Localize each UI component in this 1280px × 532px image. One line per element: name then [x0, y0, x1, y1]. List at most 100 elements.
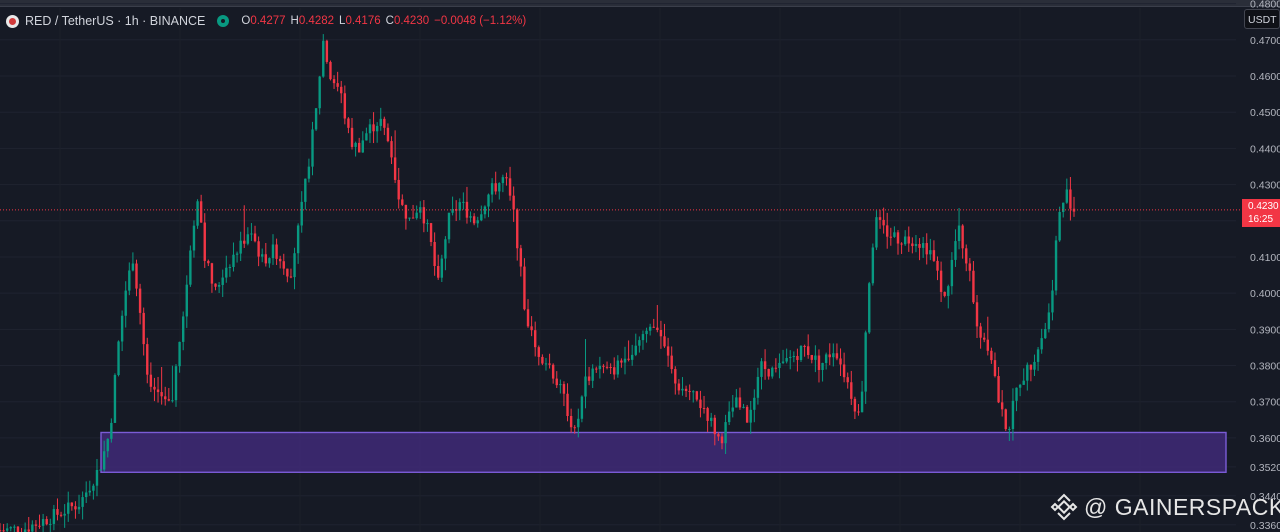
eye-icon[interactable] [217, 15, 230, 27]
low-value: 0.4176 [345, 15, 381, 27]
candle [357, 137, 361, 153]
candle [972, 261, 975, 305]
high-value: 0.4282 [298, 15, 335, 27]
close-value: 0.4230 [393, 15, 430, 27]
candle-body [591, 368, 594, 381]
candle-body [81, 497, 84, 507]
candle [296, 223, 300, 264]
candle [670, 346, 673, 374]
candle [469, 211, 472, 223]
candle-body [1033, 361, 1036, 370]
candle-body [595, 368, 598, 370]
candle [275, 238, 278, 265]
candle-body [138, 288, 142, 313]
candle-body [584, 376, 587, 397]
candle-body [778, 362, 781, 369]
candle [1065, 178, 1069, 204]
candle-body [738, 397, 742, 408]
candle [164, 386, 167, 406]
candle [641, 330, 645, 350]
candle-body [832, 353, 835, 358]
candle-body [23, 529, 27, 532]
candle-body [70, 502, 74, 507]
candle [235, 251, 239, 263]
candle-body [508, 178, 512, 196]
candle [1018, 383, 1022, 397]
candle [832, 343, 835, 367]
candles [0, 34, 1076, 532]
candle [314, 108, 318, 131]
candle-body [199, 201, 203, 223]
candle [530, 316, 533, 337]
open-value: 0.4277 [250, 15, 286, 27]
candle-body [1062, 202, 1065, 213]
candle-body [519, 248, 523, 267]
candle-body [986, 339, 989, 351]
candle [602, 364, 605, 374]
candle-body [534, 330, 537, 348]
candle [361, 131, 364, 153]
candle-body [404, 204, 408, 219]
price-tick-label: 0.4300 [1250, 180, 1280, 192]
candle [720, 433, 724, 450]
candle [340, 80, 343, 104]
currency-selector[interactable]: USDT ⌄ [1244, 9, 1280, 29]
candle-body [1018, 384, 1022, 388]
candle [203, 213, 206, 268]
candle [13, 524, 16, 532]
candle-body [670, 355, 673, 370]
candle [1000, 390, 1004, 417]
candle-body [753, 397, 756, 410]
candle [559, 379, 562, 394]
candle-body [494, 183, 497, 192]
candle-body [156, 389, 160, 393]
candle-body [447, 212, 451, 240]
candle [117, 340, 120, 377]
candle-body [106, 438, 109, 452]
price-tick-label: 0.3520 [1250, 462, 1280, 474]
candle [634, 333, 637, 357]
candle [882, 207, 885, 234]
candle-body [347, 118, 350, 128]
candle [774, 358, 778, 373]
candle [415, 205, 418, 220]
candle-body [99, 469, 102, 471]
symbol-title[interactable]: RED / TetherUS · 1h · BINANCE [25, 14, 206, 28]
candle [135, 259, 138, 297]
candle [408, 217, 411, 221]
candle-body [1011, 400, 1015, 430]
currency-label: USDT [1248, 14, 1277, 26]
candle-body [411, 217, 415, 219]
candle-body [792, 356, 796, 358]
price-tick-label: 0.3700 [1250, 397, 1280, 409]
candle-body [512, 195, 515, 210]
candle-body [868, 283, 871, 333]
candle-body [444, 239, 447, 259]
candle [605, 361, 609, 370]
candle-body [429, 223, 433, 242]
candle-body [56, 509, 59, 515]
candle [839, 348, 842, 376]
candle-body [864, 332, 867, 392]
candle [595, 366, 598, 373]
candle-body [264, 254, 268, 264]
candle-body [325, 40, 329, 62]
candle-body [774, 367, 778, 369]
candle [630, 344, 634, 366]
candle [375, 122, 379, 143]
candle-body [947, 286, 950, 296]
price-tick-label: 0.4400 [1250, 143, 1280, 155]
candle [918, 238, 921, 261]
candle [426, 219, 429, 232]
candle-body [440, 258, 444, 278]
candle-body [142, 312, 145, 345]
candle [487, 193, 490, 218]
candle [954, 229, 957, 267]
candle-body [476, 220, 479, 224]
price-tick-label: 0.3360 [1250, 520, 1280, 532]
candle [347, 117, 350, 134]
candle [2, 523, 5, 532]
candle-body [31, 524, 34, 532]
candle-body [656, 327, 659, 331]
